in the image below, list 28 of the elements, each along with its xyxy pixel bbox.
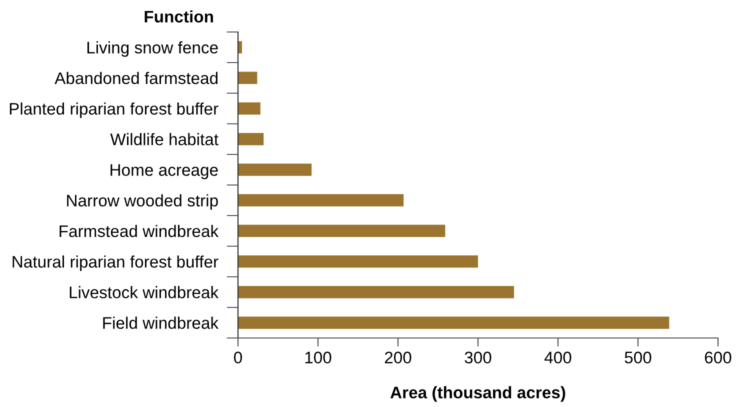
- y-tick-label: Natural riparian forest buffer: [12, 255, 218, 271]
- x-tick-label: 200: [384, 352, 412, 364]
- bar: [238, 132, 264, 146]
- bar: [238, 102, 260, 115]
- y-tick-label: Livestock windbreak: [70, 286, 219, 298]
- x-axis-title: Area (thousand acres): [390, 386, 566, 402]
- y-tick-label: Field windbreak: [103, 316, 219, 329]
- y-tick-label: Abandoned farmstead: [54, 72, 218, 84]
- y-axis-title: Function: [144, 10, 213, 23]
- x-tick-label: 0: [234, 352, 242, 364]
- bar: [238, 286, 514, 298]
- y-tick-label: Wildlife habitat: [110, 133, 218, 146]
- bar: [238, 224, 446, 238]
- y-tick-label: Narrow wooded strip: [67, 194, 218, 210]
- y-tick-label: Farmstead windbreak: [60, 224, 219, 238]
- bar: [238, 72, 258, 84]
- bar: [238, 194, 404, 206]
- x-tick-label: 400: [544, 352, 572, 364]
- y-tick-label: Home acreage: [110, 164, 218, 180]
- x-tick-label: 600: [704, 352, 732, 364]
- bar: [238, 316, 670, 329]
- x-tick-label: 500: [624, 352, 652, 364]
- y-tick-label: Planted riparian forest buffer: [10, 102, 218, 118]
- x-tick-label: 100: [305, 352, 332, 364]
- y-tick-label: Living snow fence: [87, 41, 218, 57]
- bar: [238, 164, 312, 176]
- bar: [238, 255, 478, 268]
- x-tick-label: 300: [464, 352, 492, 364]
